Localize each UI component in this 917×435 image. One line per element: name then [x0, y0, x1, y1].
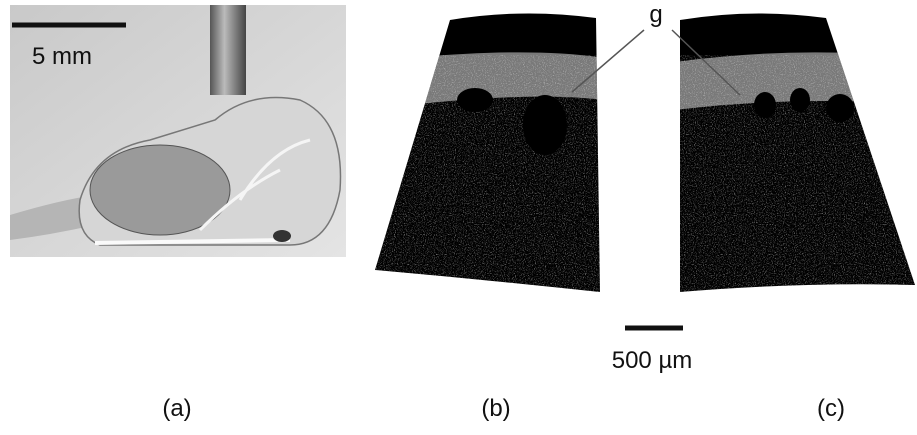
panel-caption: (b)	[481, 395, 510, 422]
fish-eye	[273, 230, 291, 242]
scale-label: 500 µm	[612, 347, 693, 374]
annotation-label: g	[649, 1, 662, 28]
oct-image-b	[370, 0, 605, 300]
oct-image-c	[675, 0, 917, 300]
panel-caption: (a)	[162, 395, 191, 422]
figure: 5 mm g 500 µm (a) (b) (c)	[0, 0, 917, 435]
panel-a: 5 mm	[10, 5, 346, 257]
scale-label: 5 mm	[32, 43, 92, 70]
panel-caption: (c)	[817, 395, 845, 422]
probe	[210, 5, 246, 95]
